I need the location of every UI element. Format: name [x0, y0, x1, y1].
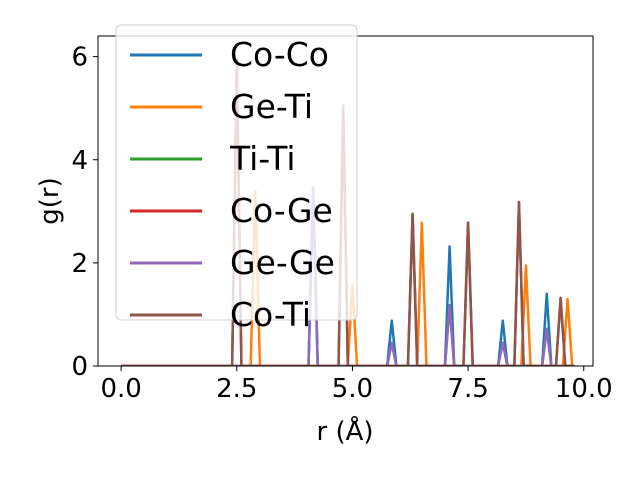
y-axis-label: g(r) — [35, 177, 65, 224]
x-axis-label: r (Å) — [316, 415, 373, 447]
x-tick-label: 7.5 — [447, 374, 488, 404]
y-tick-label: 0 — [71, 352, 88, 382]
x-tick-label: 5.0 — [332, 374, 373, 404]
x-ticks: 0.0 2.5 5.0 7.5 10.0 — [100, 366, 613, 404]
legend-label-ge-ti: Ge-Ti — [230, 87, 313, 126]
y-tick-label: 6 — [71, 43, 88, 73]
x-tick-label: 10.0 — [555, 374, 613, 404]
legend-label-ti-ti: Ti-Ti — [229, 139, 296, 178]
legend-label-co-ti: Co-Ti — [230, 295, 311, 334]
y-ticks: 0 2 4 6 — [71, 43, 98, 382]
legend-label-co-co: Co-Co — [230, 35, 329, 74]
y-tick-label: 4 — [71, 146, 88, 176]
legend-label-ge-ge: Ge-Ge — [230, 243, 335, 282]
legend-box — [115, 24, 358, 321]
x-tick-label: 2.5 — [216, 374, 257, 404]
legend-label-co-ge: Co-Ge — [230, 191, 333, 230]
y-tick-label: 2 — [71, 249, 88, 279]
x-tick-label: 0.0 — [100, 374, 141, 404]
legend: Co-Co Ge-Ti Ti-Ti Co-Ge Ge-Ge Co-Ti — [115, 24, 358, 334]
